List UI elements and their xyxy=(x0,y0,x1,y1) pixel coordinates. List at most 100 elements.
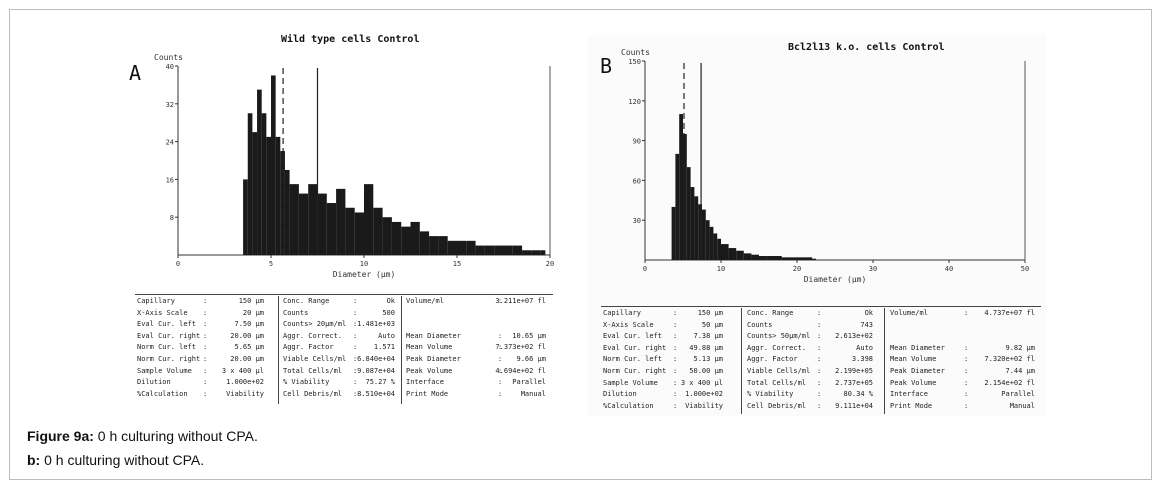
x-axis-label: Diameter (µm) xyxy=(804,275,867,284)
stats-table-a: Capillary: 150 µm X-Axis Scale: 20 µm Eval C… xyxy=(135,294,553,404)
stats-value: 2.154e+02 fl xyxy=(984,378,1035,387)
stats-value: 1.000e+02 xyxy=(226,378,264,387)
stats-colon: : xyxy=(673,355,678,364)
stats-colon: : xyxy=(498,378,503,387)
stats-label: Counts xyxy=(283,308,309,317)
stats-label: Counts> 50µm/ml xyxy=(747,332,811,341)
chart-title: Bcl2l13 k.o. cells Control xyxy=(788,42,945,53)
stats-label: Mean Volume xyxy=(890,355,937,364)
histogram-bar xyxy=(345,207,355,255)
histogram-bar xyxy=(364,184,374,255)
stats-label: Total Cells/ml xyxy=(283,366,343,375)
stats-colon: : xyxy=(817,343,822,352)
stats-label: Dilution xyxy=(603,390,637,399)
stats-colon: : xyxy=(498,343,503,352)
histogram-bar xyxy=(317,193,327,255)
stats-value: 4.737e+07 fl xyxy=(984,309,1035,317)
histogram-bar xyxy=(484,245,495,255)
stats-colon: : xyxy=(353,297,358,305)
stats-value: 80.34 % xyxy=(843,390,873,399)
histogram-bar xyxy=(261,113,267,255)
chart-title: Wild type cells Control xyxy=(281,33,419,45)
y-tick-label: 24 xyxy=(166,139,174,147)
stats-label: Eval Cur. left xyxy=(603,332,663,341)
y-tick-label: 60 xyxy=(633,177,641,185)
histogram-bar xyxy=(503,245,513,255)
stats-value: 50 µm xyxy=(701,320,723,329)
histogram-bar xyxy=(702,209,706,260)
x-tick-label: 0 xyxy=(176,260,180,268)
stats-label: Peak Volume xyxy=(890,378,937,387)
stats-colon: : xyxy=(498,389,503,398)
stats-value: 20.00 µm xyxy=(230,331,264,340)
stats-colon: : xyxy=(673,332,678,341)
y-tick-label: 120 xyxy=(628,98,641,106)
stats-colon: : xyxy=(673,401,678,410)
caption-a-label: Figure 9a: xyxy=(27,428,94,444)
histogram-bar xyxy=(766,256,782,260)
histogram-bar xyxy=(531,250,541,255)
histogram-bar xyxy=(266,136,271,255)
stats-colon: : xyxy=(353,355,358,363)
stats-label: Norm Cur. right xyxy=(603,367,667,375)
stats-colon: : xyxy=(673,343,678,352)
y-tick-label: 8 xyxy=(170,214,174,222)
stats-value: Parallel xyxy=(512,378,546,387)
stats-value: 6.840e+04 xyxy=(357,355,395,363)
stats-value: Parallel xyxy=(1001,390,1035,399)
stats-label: Interface xyxy=(890,390,928,399)
stats-label: Print Mode xyxy=(406,389,449,398)
histogram-bar xyxy=(705,220,710,260)
stats-value: 75.27 % xyxy=(365,378,395,387)
y-tick-label: 90 xyxy=(633,138,641,146)
stats-value: Ok xyxy=(386,297,395,305)
histogram-bar xyxy=(336,188,346,255)
histogram-bar xyxy=(298,193,309,255)
y-tick-label: 150 xyxy=(628,58,641,66)
stats-value: 9.66 µm xyxy=(516,355,546,363)
histogram-bar xyxy=(284,169,290,255)
stats-label: Sample Volume xyxy=(137,366,192,375)
histogram-bar xyxy=(812,258,816,260)
histogram-bar xyxy=(751,254,759,260)
stats-value: 1.481e+03 xyxy=(357,320,395,329)
stats-value: 2.613e+02 xyxy=(835,332,873,341)
stats-label: Cell Debris/ml xyxy=(747,401,807,410)
stats-value: 4.694e+02 fl xyxy=(495,366,546,375)
histogram-bar xyxy=(512,245,523,255)
histogram-bar xyxy=(391,221,402,255)
stats-value: 20.00 µm xyxy=(230,355,264,363)
stats-colon: : xyxy=(964,390,969,399)
stats-colon: : xyxy=(203,389,208,398)
stats-label: Mean Diameter xyxy=(406,331,461,340)
histogram-bar xyxy=(354,212,364,255)
stats-value: 9.087e+04 xyxy=(357,366,395,375)
stats-colon: : xyxy=(203,320,208,329)
x-axis-label: Diameter (µm) xyxy=(333,270,396,279)
x-tick-label: 5 xyxy=(269,260,273,268)
stats-value: 49.88 µm xyxy=(689,343,723,352)
histogram-bar xyxy=(709,226,714,260)
x-tick-label: 15 xyxy=(453,260,461,268)
caption-a: Figure 9a: 0 h culturing without CPA. xyxy=(27,428,258,444)
stats-label: Peak Volume xyxy=(406,366,453,375)
stats-label: Cell Debris/ml xyxy=(283,389,343,398)
stats-label: Peak Diameter xyxy=(406,355,461,363)
stats-value: Viability xyxy=(226,389,264,398)
histogram-bar xyxy=(447,240,457,255)
histogram-bar xyxy=(671,206,676,260)
stats-value: 7.373e+02 fl xyxy=(495,343,546,352)
stats-label: Dilution xyxy=(137,378,171,387)
stats-label: Volume/ml xyxy=(406,297,444,305)
stats-colon: : xyxy=(817,390,822,399)
stats-colon: : xyxy=(353,308,358,317)
stats-label: Aggr. Factor xyxy=(283,343,334,352)
stats-label: Volume/ml xyxy=(890,309,928,317)
stats-colon: : xyxy=(964,355,969,364)
stats-label: % Viability xyxy=(747,390,794,399)
stats-label: % Viability xyxy=(283,378,330,387)
histogram-bar xyxy=(679,114,683,260)
histogram-bar xyxy=(289,184,299,255)
stats-colon: : xyxy=(353,366,358,375)
